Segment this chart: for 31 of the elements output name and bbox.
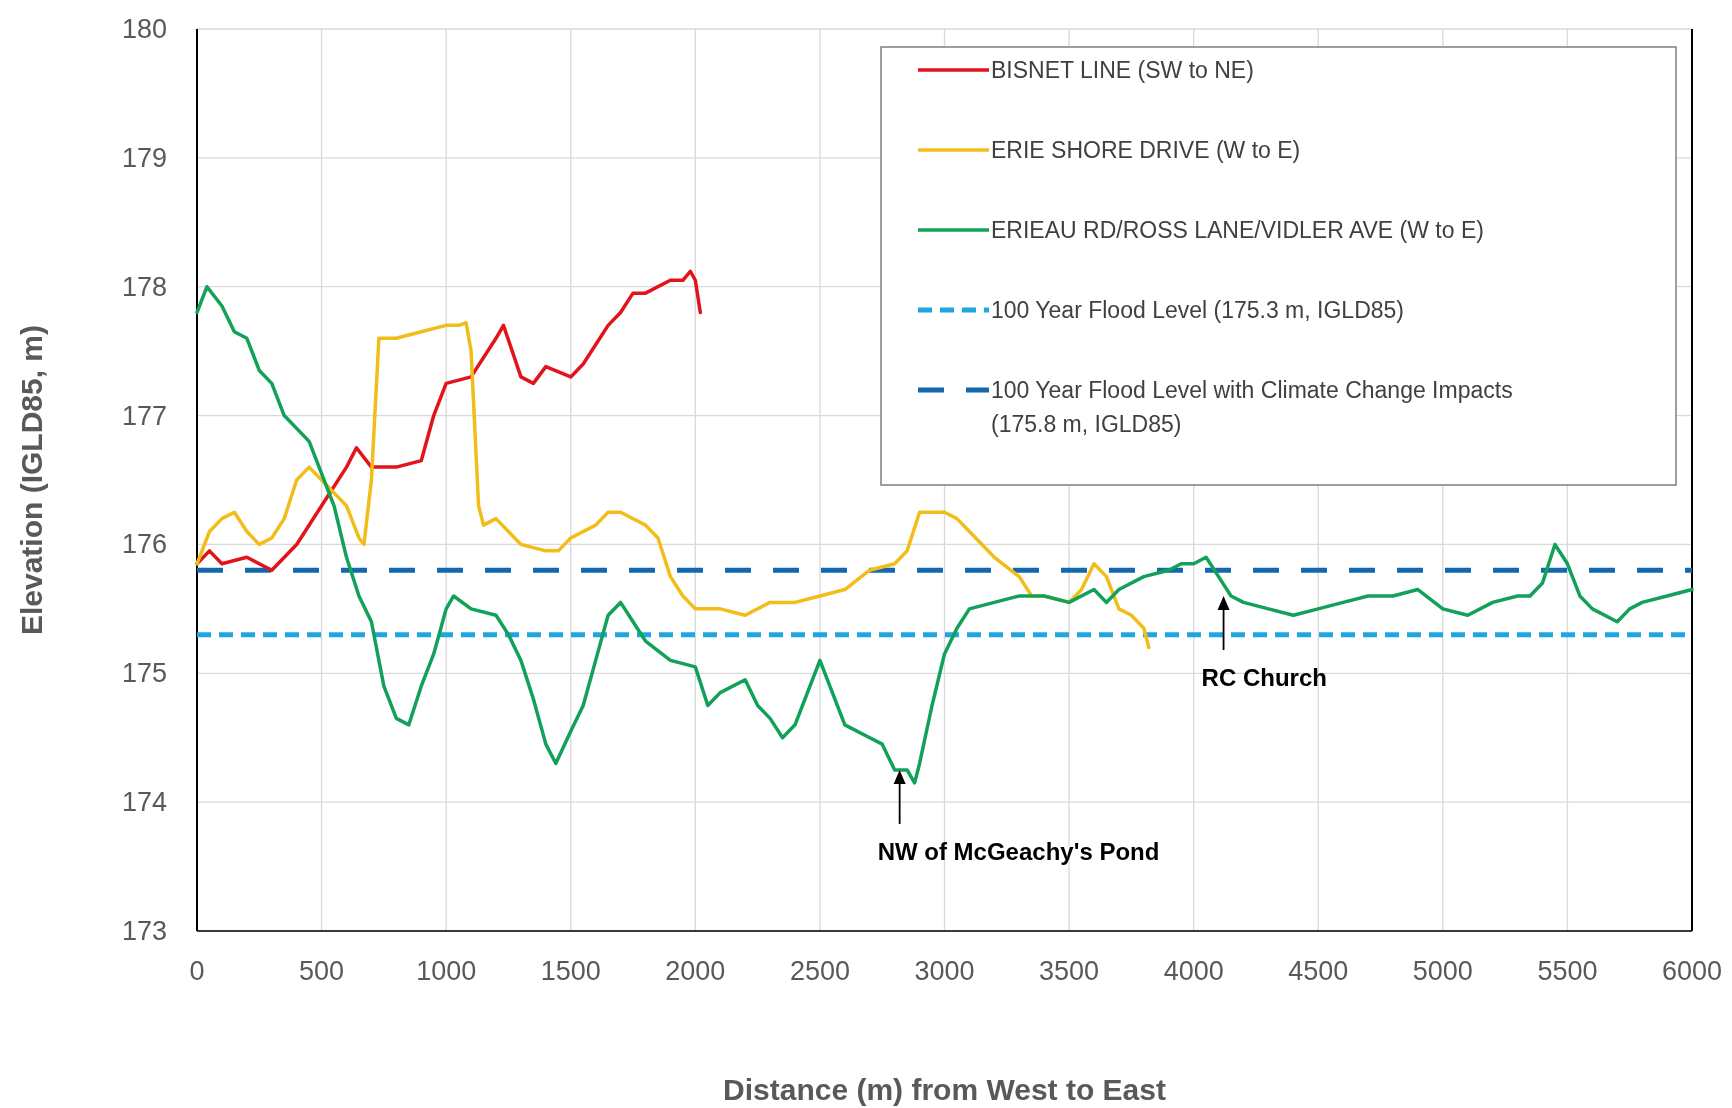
legend-label: 100 Year Flood Level (175.3 m, IGLD85) [991, 297, 1404, 323]
y-tick-label: 176 [121, 529, 167, 560]
y-axis-title: Elevation (IGLD85, m) [15, 324, 48, 636]
legend-label: ERIEAU RD/ROSS LANE/VIDLER AVE (W to E) [991, 217, 1484, 243]
x-tick-label: 500 [299, 956, 345, 986]
x-tick-label: 4000 [1163, 956, 1224, 986]
x-tick-label: 5500 [1537, 956, 1598, 986]
annotation: RC Church [1201, 663, 1327, 691]
y-tick-label: 173 [121, 916, 167, 946]
x-tick-label: 3500 [1039, 956, 1100, 986]
y-tick-label: 175 [121, 658, 167, 689]
x-tick-label: 6000 [1661, 956, 1723, 986]
x-tick-label: 1000 [416, 956, 477, 986]
y-tick-label: 178 [121, 271, 167, 302]
legend-label: 100 Year Flood Level with Climate Change Impacts (175.8 m, IGLD85) [991, 377, 1513, 437]
annotation: NW of McGeachy's Pond [877, 837, 1160, 865]
y-tick-label: 177 [121, 400, 167, 431]
line-series [195, 284, 1694, 785]
legend-label: ERIE SHORE DRIVE (W to E) [991, 137, 1301, 163]
x-tick-label: 3000 [914, 956, 975, 986]
x-tick-label: 4500 [1288, 956, 1349, 986]
y-tick-label: 179 [121, 142, 167, 173]
x-axis-title: Distance (m) from West to East [723, 1073, 1166, 1106]
x-tick-label: 2000 [665, 956, 726, 986]
x-tick-label: 5000 [1412, 956, 1473, 986]
y-tick-label: 174 [121, 787, 167, 818]
legend-label: BISNET LINE (SW to NE) [991, 57, 1254, 83]
y-tick-label: 180 [121, 14, 167, 44]
x-tick-label: 0 [189, 956, 205, 986]
x-tick-label: 2500 [789, 956, 850, 986]
x-tick-label: 1500 [540, 956, 601, 986]
